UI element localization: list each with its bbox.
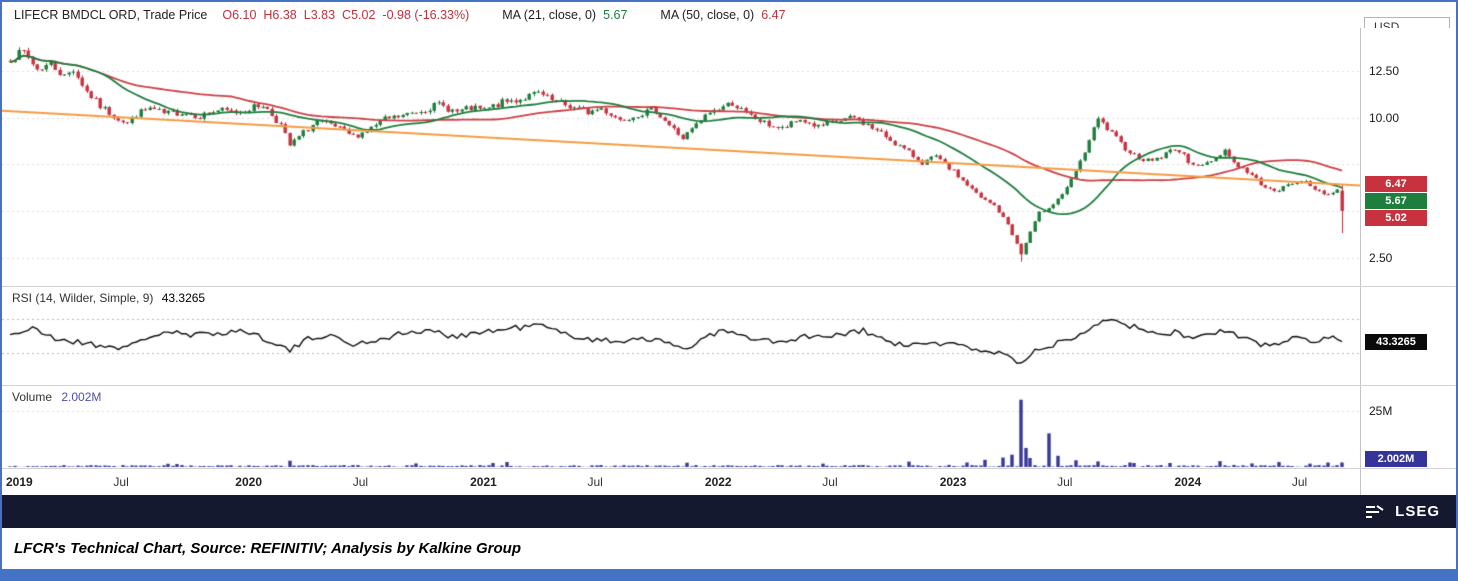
volume-label-name: Volume [12,390,53,404]
volume-badge: 2.002M [1365,451,1427,467]
price-axis-tick: 12.50 [1369,64,1400,78]
lseg-logo-icon [1363,504,1387,520]
ohlc-high: H6.38 [263,8,297,22]
rsi-canvas[interactable] [2,287,1360,385]
ohlc-low: L3.83 [303,8,336,22]
ma21-legend-label: MA (21, close, 0) [502,8,597,22]
lseg-brand-text: LSEG [1395,503,1440,520]
chart-caption: LFCR's Technical Chart, Source: REFINITI… [2,528,1456,569]
price-badge: 6.47 [1365,175,1427,192]
price-badge: 5.02 [1365,209,1427,226]
ma50-legend-label: MA (50, close, 0) [660,8,755,22]
time-axis-corner [1360,469,1456,495]
rsi-axis: 43.3265 [1360,287,1456,385]
bottom-accent-bar [2,569,1456,579]
rsi-label-name: RSI (14, Wilder, Simple, 9) [12,291,154,305]
time-axis-tick: 2024 [1174,475,1202,489]
chart-region: LIFECR BMDCL ORD, Trade Price O6.10 H6.3… [2,2,1456,495]
time-axis: 2019 Jul 2020 Jul 2021 Jul 2022 Jul 2023 Jul 2024 J… [2,469,1360,495]
time-axis-tick: 2021 [470,475,497,489]
ma21-legend-value: 5.67 [603,8,628,22]
time-axis-tick: 2023 [939,475,967,489]
time-axis-tick: Jul [822,475,838,489]
time-axis-tick: Jul [587,475,603,489]
time-axis-tick: Jul [113,475,129,489]
footer-brand-bar: LSEG [2,495,1456,528]
volume-label-value: 2.002M [61,390,102,404]
price-axis: 12.50 10.00 2.50 6.47 5.67 5.02 [1360,28,1456,286]
instrument-title: LIFECR BMDCL ORD, Trade Price [14,8,208,22]
rsi-label: RSI (14, Wilder, Simple, 9) 43.3265 [12,291,205,305]
price-axis-tick: 10.00 [1369,110,1400,125]
time-axis-tick: 2020 [235,475,262,489]
time-axis-tick: 2022 [704,475,732,489]
time-axis-tick: Jul [1057,475,1073,489]
ohlc-close: C5.02 [342,8,376,22]
time-axis-tick: Jul [352,475,369,489]
ma50-legend-value: 6.47 [761,8,786,22]
chart-legend: LIFECR BMDCL ORD, Trade Price O6.10 H6.3… [2,8,1360,22]
volume-axis-tick: 25M [1369,403,1393,418]
time-axis-tick: 2019 [6,475,33,489]
price-badge: 5.67 [1365,192,1427,209]
volume-axis: 25M 2.002M [1360,386,1456,468]
price-axis-tick: 2.50 [1369,250,1393,265]
price-canvas[interactable] [2,28,1360,286]
rsi-badge: 43.3265 [1365,333,1427,350]
ohlc-open: O6.10 [222,8,257,22]
rsi-label-value: 43.3265 [161,291,206,305]
time-axis-tick: Jul [1291,475,1308,489]
ohlc-change: -0.98 (-16.33%) [382,8,470,22]
volume-canvas[interactable] [2,386,1360,468]
volume-label: Volume 2.002M [12,390,101,404]
